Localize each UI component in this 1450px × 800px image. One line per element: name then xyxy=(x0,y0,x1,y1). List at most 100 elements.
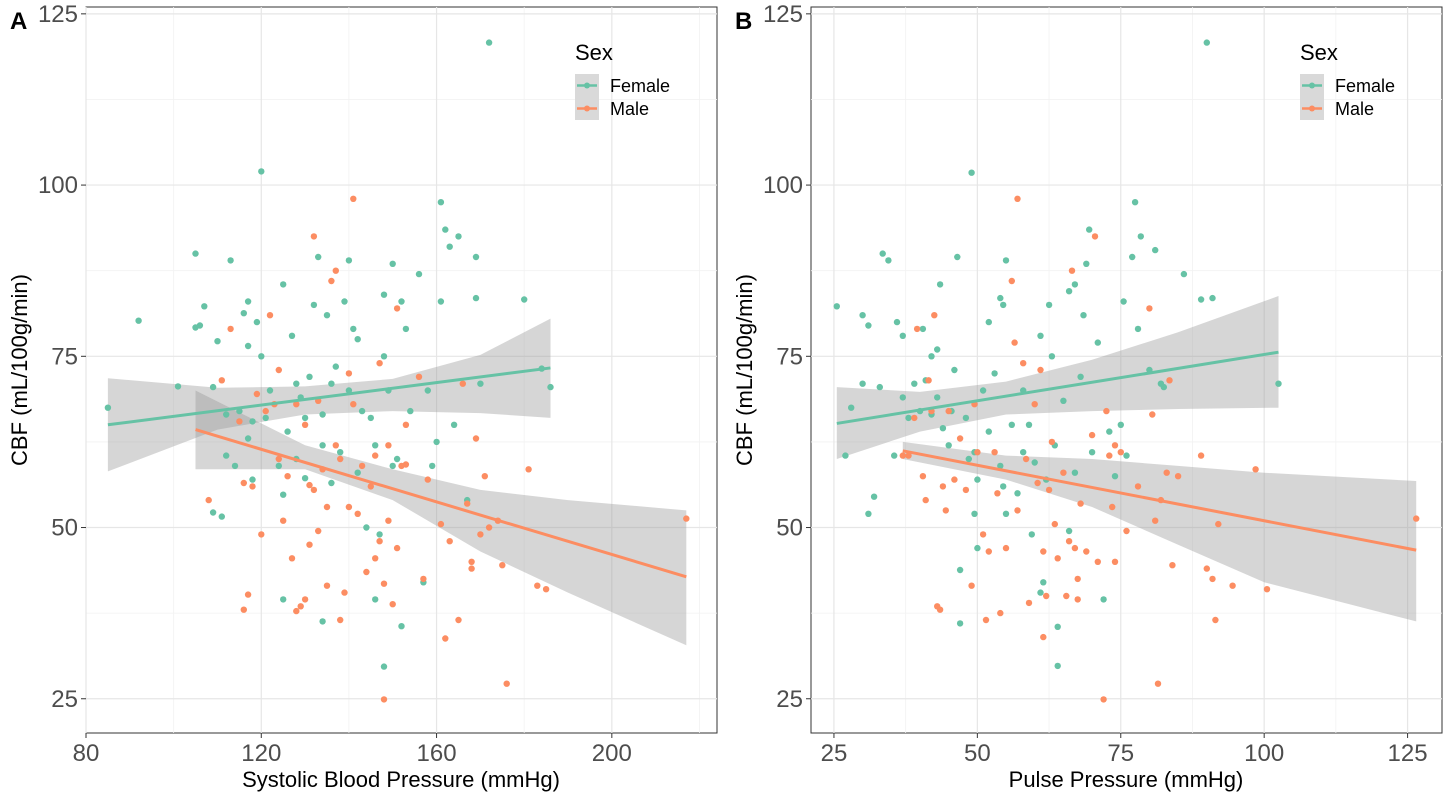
data-point-male xyxy=(323,503,331,511)
data-point-male xyxy=(1040,633,1047,641)
panel-b-x-axis-title: Pulse Pressure (mmHg) xyxy=(1009,767,1244,792)
legend-point-female xyxy=(584,82,590,89)
data-point-female xyxy=(174,383,182,390)
data-point-male xyxy=(1083,548,1090,555)
data-point-female xyxy=(446,243,453,250)
data-point-male xyxy=(1088,431,1096,439)
data-point-male xyxy=(951,476,958,483)
data-point-female xyxy=(1065,527,1073,535)
data-point-male xyxy=(341,589,348,596)
data-point-male xyxy=(1060,469,1067,476)
data-point-female xyxy=(437,199,445,206)
data-point-male xyxy=(236,418,243,425)
data-point-female xyxy=(865,510,872,517)
data-point-male xyxy=(332,442,339,449)
data-point-male xyxy=(380,696,388,703)
data-point-female xyxy=(280,281,287,288)
data-point-female xyxy=(398,298,405,305)
data-point-male xyxy=(1065,538,1073,545)
data-point-female xyxy=(306,373,313,380)
data-point-female xyxy=(979,387,987,394)
data-point-male xyxy=(905,452,912,459)
data-point-female xyxy=(1129,253,1136,261)
fit-line-female xyxy=(836,350,1279,425)
data-point-male xyxy=(1166,377,1173,384)
data-point-female xyxy=(372,442,379,449)
panel-a-ticks: 80 120 160 200 25 50 75 100 125 xyxy=(38,1,632,767)
data-point-female xyxy=(244,298,252,305)
fit-line-female xyxy=(107,366,551,427)
data-point-female xyxy=(521,296,528,303)
data-point-male xyxy=(1043,592,1050,600)
data-point-female xyxy=(1025,421,1033,428)
data-point-male xyxy=(997,609,1004,617)
data-point-male xyxy=(1051,520,1059,528)
data-point-female xyxy=(218,513,225,520)
legend-point-female xyxy=(1309,82,1315,89)
data-point-female xyxy=(859,380,866,387)
legend-point-male xyxy=(1309,105,1315,112)
data-point-female xyxy=(1111,473,1119,480)
data-point-male xyxy=(1077,500,1084,507)
data-point-male xyxy=(240,606,247,613)
data-point-female xyxy=(280,596,287,603)
data-point-female xyxy=(477,380,484,387)
data-point-female xyxy=(398,623,405,630)
data-point-male xyxy=(332,267,339,274)
data-point-female xyxy=(262,414,269,422)
panel-b-ticks: 25 50 75 100 125 25 50 75 100 125 xyxy=(763,1,1428,767)
data-point-female xyxy=(1002,257,1010,264)
panel-b-legend: Sex Female Male xyxy=(1300,40,1395,120)
data-point-female xyxy=(936,281,944,288)
data-point-female xyxy=(201,303,208,310)
data-point-female xyxy=(1137,233,1145,240)
data-point-male xyxy=(942,507,949,514)
data-point-male xyxy=(288,555,296,562)
data-point-female xyxy=(833,303,840,310)
x-tick-label: 80 xyxy=(73,740,100,767)
data-point-female xyxy=(380,353,388,360)
panel-b-legend-label-male: Male xyxy=(1335,99,1374,119)
data-point-male xyxy=(372,555,379,562)
data-point-male xyxy=(922,496,929,504)
data-point-female xyxy=(934,394,941,401)
panel-a-grid xyxy=(85,7,717,733)
data-point-female xyxy=(1275,380,1282,387)
x-tick-label: 75 xyxy=(1107,740,1134,767)
data-point-male xyxy=(345,503,353,511)
data-point-female xyxy=(223,411,230,418)
data-point-male xyxy=(899,452,906,459)
data-point-female xyxy=(1106,428,1113,435)
data-point-male xyxy=(1011,339,1018,346)
panel-b-ribbons xyxy=(836,296,1417,622)
data-point-male xyxy=(994,490,1001,497)
data-point-female xyxy=(455,233,462,240)
data-point-male xyxy=(542,586,550,593)
data-point-female xyxy=(319,618,326,625)
data-point-male xyxy=(1031,401,1038,408)
data-point-female xyxy=(1008,421,1015,428)
data-point-female xyxy=(363,524,370,531)
data-point-male xyxy=(227,325,234,333)
data-point-male xyxy=(306,541,313,548)
data-point-male xyxy=(262,407,269,415)
panel-b-tag: B xyxy=(735,8,752,35)
data-point-female xyxy=(192,250,199,257)
data-point-male xyxy=(962,486,970,494)
data-point-female xyxy=(380,663,388,670)
data-point-male xyxy=(683,515,690,522)
data-point-male xyxy=(437,520,445,528)
data-point-female xyxy=(1117,421,1125,428)
data-point-male xyxy=(1123,527,1130,535)
data-point-male xyxy=(499,562,506,569)
fit-line-male xyxy=(902,449,1417,552)
data-point-female xyxy=(945,442,952,449)
data-point-female xyxy=(284,428,291,435)
data-point-male xyxy=(1025,599,1033,607)
fit-line-male xyxy=(195,428,687,579)
data-point-female xyxy=(1080,312,1087,319)
data-point-female xyxy=(1209,294,1216,302)
data-point-female xyxy=(1180,270,1188,278)
data-point-male xyxy=(1094,558,1102,565)
data-point-male xyxy=(979,531,987,538)
